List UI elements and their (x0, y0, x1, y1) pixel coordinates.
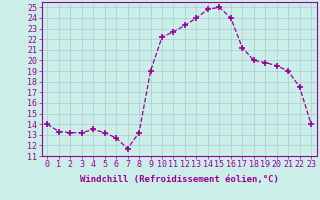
X-axis label: Windchill (Refroidissement éolien,°C): Windchill (Refroidissement éolien,°C) (80, 175, 279, 184)
